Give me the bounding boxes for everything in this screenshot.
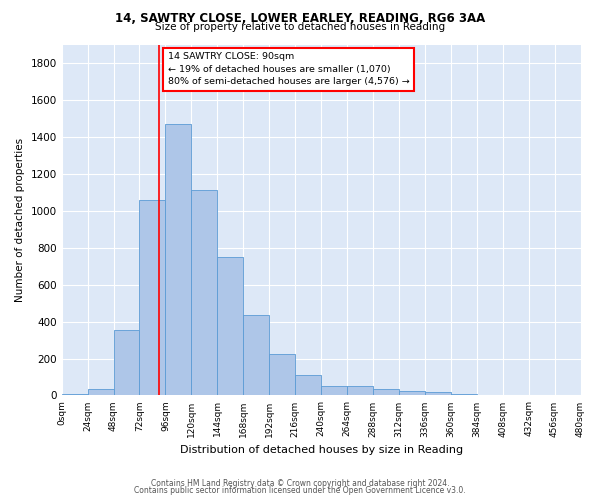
Text: 14 SAWTRY CLOSE: 90sqm
← 19% of detached houses are smaller (1,070)
80% of semi-: 14 SAWTRY CLOSE: 90sqm ← 19% of detached… bbox=[167, 52, 409, 86]
X-axis label: Distribution of detached houses by size in Reading: Distribution of detached houses by size … bbox=[179, 445, 463, 455]
Bar bbox=[113, 330, 139, 396]
Bar bbox=[373, 389, 399, 396]
Bar bbox=[503, 395, 529, 396]
Bar bbox=[243, 315, 269, 396]
Bar bbox=[166, 124, 191, 396]
Bar bbox=[217, 257, 243, 396]
Bar bbox=[451, 394, 477, 396]
Bar bbox=[139, 200, 166, 396]
Bar bbox=[399, 391, 425, 396]
Text: 14, SAWTRY CLOSE, LOWER EARLEY, READING, RG6 3AA: 14, SAWTRY CLOSE, LOWER EARLEY, READING,… bbox=[115, 12, 485, 26]
Bar bbox=[62, 394, 88, 396]
Bar bbox=[321, 386, 347, 396]
Bar bbox=[477, 394, 503, 396]
Bar bbox=[425, 392, 451, 396]
Text: Size of property relative to detached houses in Reading: Size of property relative to detached ho… bbox=[155, 22, 445, 32]
Y-axis label: Number of detached properties: Number of detached properties bbox=[15, 138, 25, 302]
Bar bbox=[347, 386, 373, 396]
Bar bbox=[88, 389, 113, 396]
Bar bbox=[295, 375, 321, 396]
Text: Contains public sector information licensed under the Open Government Licence v3: Contains public sector information licen… bbox=[134, 486, 466, 495]
Text: Contains HM Land Registry data © Crown copyright and database right 2024.: Contains HM Land Registry data © Crown c… bbox=[151, 478, 449, 488]
Bar bbox=[191, 190, 217, 396]
Bar bbox=[269, 354, 295, 396]
